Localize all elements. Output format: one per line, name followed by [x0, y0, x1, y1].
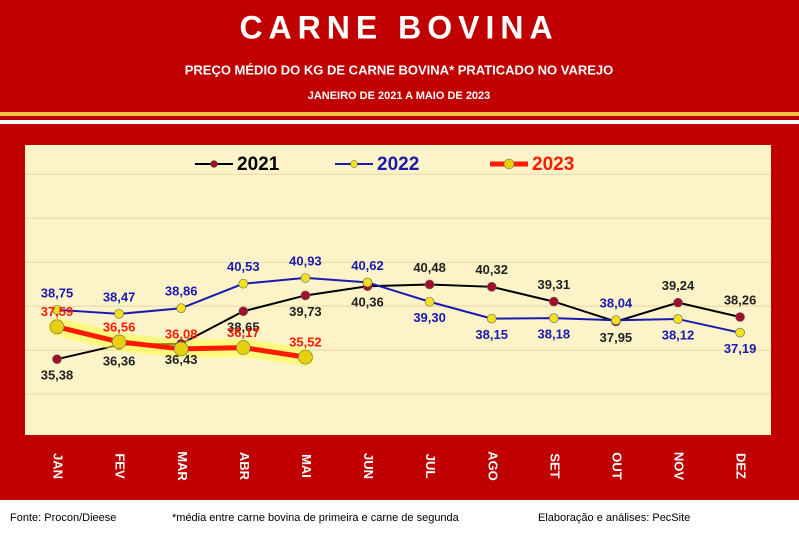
data-label: 38,65	[227, 320, 260, 335]
x-tick-label: ABR	[237, 452, 252, 481]
header-rule	[0, 112, 799, 116]
data-label: 40,32	[475, 262, 508, 277]
x-tick-label: NOV	[672, 452, 687, 481]
x-tick-label: DEZ	[734, 453, 749, 479]
point	[111, 334, 127, 350]
point	[114, 309, 124, 319]
data-label: 38,12	[662, 327, 695, 342]
point	[735, 327, 745, 338]
x-tick-label: JAN	[51, 453, 66, 479]
point	[424, 279, 435, 290]
point	[176, 303, 186, 314]
point	[52, 354, 62, 364]
x-tick-label: MAI	[299, 454, 314, 478]
data-label: 40,48	[413, 260, 446, 275]
data-label: 37,59	[41, 304, 74, 319]
legend-label: 2022	[377, 154, 419, 175]
legend-marker	[350, 160, 358, 168]
point	[238, 306, 249, 317]
x-tick-label: JUN	[361, 453, 376, 479]
data-label: 40,53	[227, 259, 260, 274]
data-label: 38,47	[103, 289, 136, 304]
point	[548, 313, 559, 323]
point	[362, 277, 373, 288]
legend-marker	[210, 160, 218, 168]
point	[611, 315, 621, 326]
point	[486, 313, 497, 324]
credit: Elaboração e análises: PecSite	[538, 512, 690, 524]
data-label: 38,86	[165, 284, 198, 299]
point	[236, 340, 251, 355]
data-label: 39,31	[538, 277, 571, 292]
data-label: 35,38	[41, 368, 74, 383]
x-tick-label: FEV	[113, 453, 128, 479]
note: *média entre carne bovina de primeira e …	[172, 512, 460, 524]
period: JANEIRO DE 2021 A MAIO DE 2023	[308, 90, 491, 102]
data-label: 39,24	[662, 278, 695, 293]
data-label: 40,36	[351, 295, 384, 310]
header-band	[0, 0, 799, 120]
legend-marker	[503, 158, 515, 170]
point	[673, 314, 683, 324]
point	[424, 296, 435, 307]
x-tick-label: AGO	[485, 451, 500, 481]
data-label: 36,36	[103, 353, 136, 368]
data-label: 38,75	[41, 285, 74, 300]
data-label: 36,43	[165, 352, 198, 367]
data-label: 36,08	[165, 326, 198, 341]
data-label: 38,15	[475, 327, 508, 342]
source: Fonte: Procon/Dieese	[10, 512, 116, 524]
legend-label: 2023	[532, 154, 574, 175]
title: CARNE BOVINA	[239, 9, 558, 45]
point	[486, 282, 497, 292]
point	[49, 319, 65, 335]
x-tick-label: SET	[547, 453, 562, 478]
data-label: 39,73	[289, 304, 322, 319]
point	[238, 278, 249, 289]
data-label: 40,62	[351, 258, 384, 273]
data-label: 36,56	[103, 319, 136, 334]
point	[173, 341, 189, 357]
point	[735, 312, 745, 322]
data-label: 38,18	[538, 327, 571, 342]
data-label: 37,19	[724, 341, 757, 356]
data-label: 36,17	[227, 325, 260, 340]
x-tick-label: MAR	[175, 451, 190, 481]
point	[548, 296, 559, 307]
series-line	[56, 276, 741, 334]
point	[298, 349, 313, 365]
x-tick-label: OUT	[609, 452, 624, 480]
x-tick-label: JUL	[423, 454, 438, 479]
point	[300, 290, 311, 301]
subtitle: PREÇO MÉDIO DO KG DE CARNE BOVINA* PRATI…	[185, 62, 614, 77]
point	[52, 305, 62, 315]
point	[300, 273, 311, 283]
data-label: 38,04	[600, 296, 633, 311]
data-label: 39,30	[413, 310, 446, 325]
legend-label: 2021	[237, 154, 280, 175]
data-label: 37,95	[600, 330, 633, 345]
data-label: 35,52	[289, 335, 322, 350]
plot-area	[25, 145, 771, 435]
data-label: 40,93	[289, 253, 322, 268]
data-label: 38,26	[724, 292, 757, 307]
point	[673, 297, 683, 308]
